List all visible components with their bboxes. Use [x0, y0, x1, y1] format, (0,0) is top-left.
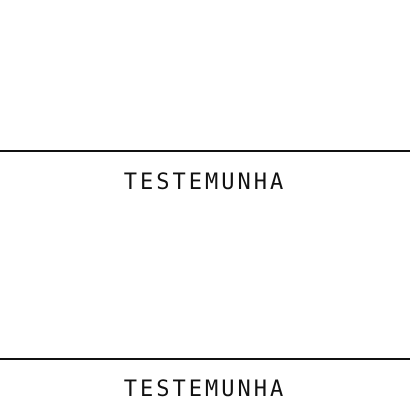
witness-label: TESTEMUNHA [123, 170, 287, 195]
witness-signature-block-2: TESTEMUNHA [0, 208, 410, 416]
signature-line [0, 150, 410, 152]
witness-label: TESTEMUNHA [123, 377, 287, 402]
signature-line [0, 358, 410, 360]
witness-signature-block-1: TESTEMUNHA [0, 150, 410, 195]
